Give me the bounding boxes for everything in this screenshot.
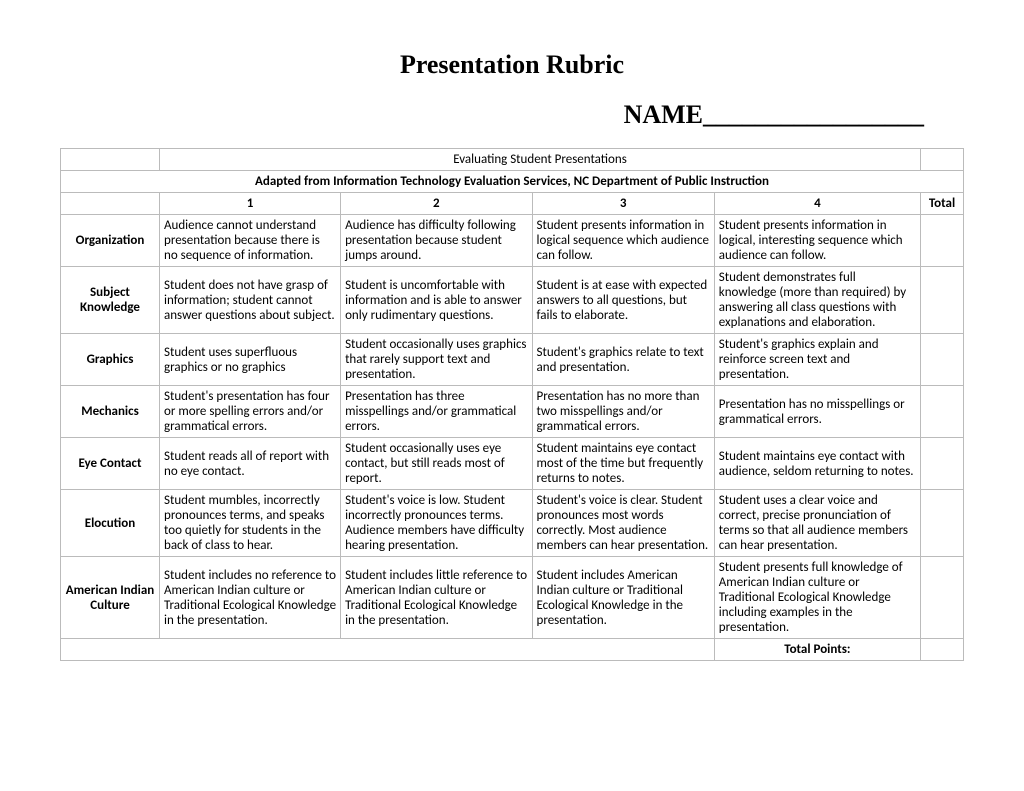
- rubric-cell: Student occasionally uses eye contact, b…: [341, 438, 532, 490]
- category-cell: Organization: [61, 215, 160, 267]
- adapted-row: Adapted from Information Technology Eval…: [61, 171, 964, 193]
- score-cell[interactable]: [921, 334, 964, 386]
- header-3: 3: [532, 193, 714, 215]
- category-cell: Subject Knowledge: [61, 267, 160, 334]
- rubric-cell: Student uses a clear voice and correct, …: [714, 490, 920, 557]
- rubric-cell: Student includes American Indian culture…: [532, 557, 714, 639]
- total-score-cell[interactable]: [921, 639, 964, 661]
- header-total: Total: [921, 193, 964, 215]
- rubric-cell: Student mumbles, incorrectly pronounces …: [160, 490, 341, 557]
- subtitle-cell: Evaluating Student Presentations: [160, 149, 921, 171]
- header-row: 1 2 3 4 Total: [61, 193, 964, 215]
- rubric-cell: Student does not have grasp of informati…: [160, 267, 341, 334]
- rubric-cell: Student includes no reference to America…: [160, 557, 341, 639]
- adapted-cell: Adapted from Information Technology Eval…: [61, 171, 964, 193]
- name-label: NAME_________________: [60, 100, 964, 130]
- rubric-table: Evaluating Student Presentations Adapted…: [60, 148, 964, 661]
- header-4: 4: [714, 193, 920, 215]
- rubric-cell: Presentation has no misspellings or gram…: [714, 386, 920, 438]
- category-cell: Elocution: [61, 490, 160, 557]
- category-cell: Graphics: [61, 334, 160, 386]
- score-cell[interactable]: [921, 438, 964, 490]
- score-cell[interactable]: [921, 557, 964, 639]
- rubric-cell: Student's graphics explain and reinforce…: [714, 334, 920, 386]
- rubric-cell: Student reads all of report with no eye …: [160, 438, 341, 490]
- score-cell[interactable]: [921, 490, 964, 557]
- rubric-cell: Student maintains eye contact with audie…: [714, 438, 920, 490]
- total-points-label: Total Points:: [714, 639, 920, 661]
- table-row: Mechanics Student's presentation has fou…: [61, 386, 964, 438]
- rubric-cell: Student is at ease with expected answers…: [532, 267, 714, 334]
- rubric-cell: Student is uncomfortable with informatio…: [341, 267, 532, 334]
- rubric-cell: Student's graphics relate to text and pr…: [532, 334, 714, 386]
- rubric-cell: Student presents information in logical …: [532, 215, 714, 267]
- rubric-cell: Presentation has three misspellings and/…: [341, 386, 532, 438]
- table-row: American Indian Culture Student includes…: [61, 557, 964, 639]
- rubric-cell: Student demonstrates full knowledge (mor…: [714, 267, 920, 334]
- page-title: Presentation Rubric: [60, 50, 964, 80]
- rubric-cell: Student includes little reference to Ame…: [341, 557, 532, 639]
- table-row: Elocution Student mumbles, incorrectly p…: [61, 490, 964, 557]
- rubric-cell: Student occasionally uses graphics that …: [341, 334, 532, 386]
- empty-cell: [61, 639, 715, 661]
- empty-cell: [61, 149, 160, 171]
- rubric-cell: Student's presentation has four or more …: [160, 386, 341, 438]
- total-row: Total Points:: [61, 639, 964, 661]
- table-row: Organization Audience cannot understand …: [61, 215, 964, 267]
- empty-cell: [921, 149, 964, 171]
- rubric-cell: Student maintains eye contact most of th…: [532, 438, 714, 490]
- rubric-cell: Audience cannot understand presentation …: [160, 215, 341, 267]
- header-1: 1: [160, 193, 341, 215]
- rubric-cell: Student's voice is low. Student incorrec…: [341, 490, 532, 557]
- empty-cell: [61, 193, 160, 215]
- category-cell: Mechanics: [61, 386, 160, 438]
- table-row: Subject Knowledge Student does not have …: [61, 267, 964, 334]
- score-cell[interactable]: [921, 215, 964, 267]
- subtitle-row: Evaluating Student Presentations: [61, 149, 964, 171]
- rubric-cell: Student uses superfluous graphics or no …: [160, 334, 341, 386]
- score-cell[interactable]: [921, 267, 964, 334]
- table-row: Eye Contact Student reads all of report …: [61, 438, 964, 490]
- rubric-cell: Presentation has no more than two misspe…: [532, 386, 714, 438]
- category-cell: Eye Contact: [61, 438, 160, 490]
- header-2: 2: [341, 193, 532, 215]
- score-cell[interactable]: [921, 386, 964, 438]
- category-cell: American Indian Culture: [61, 557, 160, 639]
- rubric-cell: Student presents information in logical,…: [714, 215, 920, 267]
- rubric-cell: Student presents full knowledge of Ameri…: [714, 557, 920, 639]
- rubric-cell: Student's voice is clear. Student pronou…: [532, 490, 714, 557]
- table-row: Graphics Student uses superfluous graphi…: [61, 334, 964, 386]
- rubric-cell: Audience has difficulty following presen…: [341, 215, 532, 267]
